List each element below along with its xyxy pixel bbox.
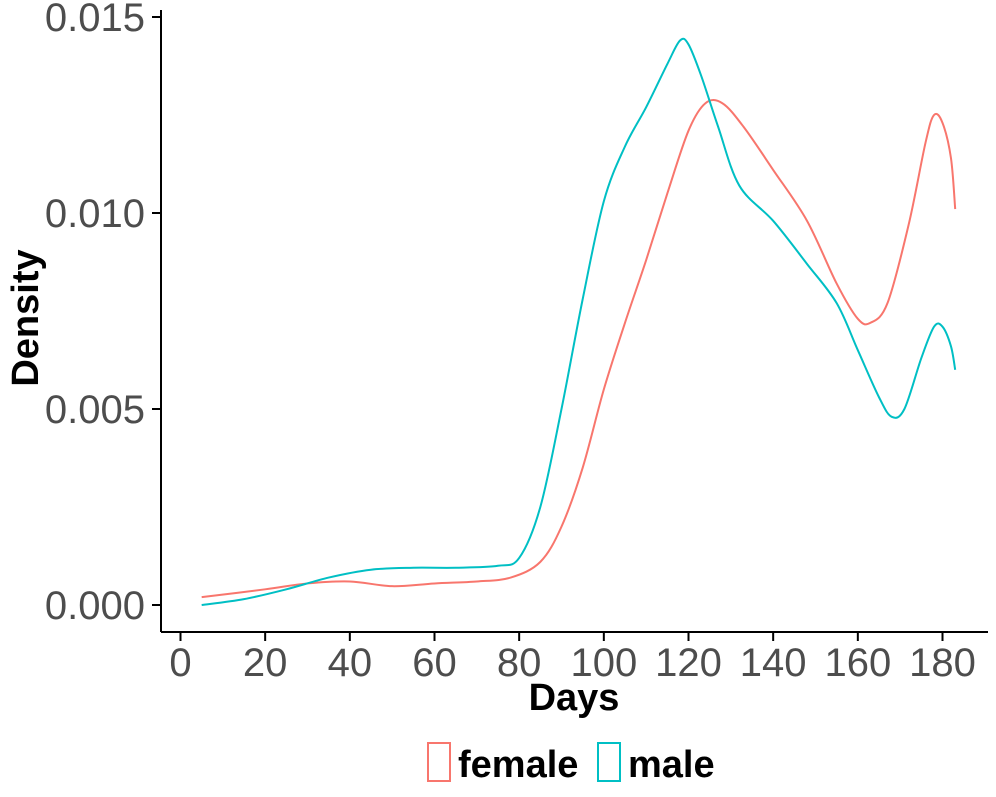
density-line-female [201,99,957,599]
x-tick-label: 140 [740,641,807,685]
x-axis-ticks: 0 20 40 60 80 100 120 140 160 180 [169,632,976,685]
density-line-male [201,37,957,606]
x-tick-label: 180 [909,641,976,685]
y-tick-label: 0.010 [45,192,145,236]
legend-key-female [427,742,451,782]
x-tick-label: 60 [412,641,457,685]
x-tick-label: 20 [243,641,288,685]
x-tick-label: 120 [655,641,722,685]
y-tick-label: 0.005 [45,388,145,432]
legend-label-female: female [458,744,578,786]
x-tick-label: 100 [570,641,637,685]
y-tick-label: 0.000 [45,584,145,628]
y-axis-title: Density [5,249,47,386]
x-tick-label: 40 [328,641,373,685]
legend-label-male: male [628,744,715,786]
y-tick-label: 0.015 [45,0,145,40]
y-axis-ticks: 0.000 0.005 0.010 0.015 [45,0,161,628]
x-tick-label: 160 [824,641,891,685]
x-tick-label: 0 [169,641,191,685]
x-axis-title: Days [529,677,620,719]
x-tick-label: 80 [497,641,542,685]
plot-area [201,37,957,606]
legend: female male [427,742,715,786]
legend-key-male [597,742,621,782]
